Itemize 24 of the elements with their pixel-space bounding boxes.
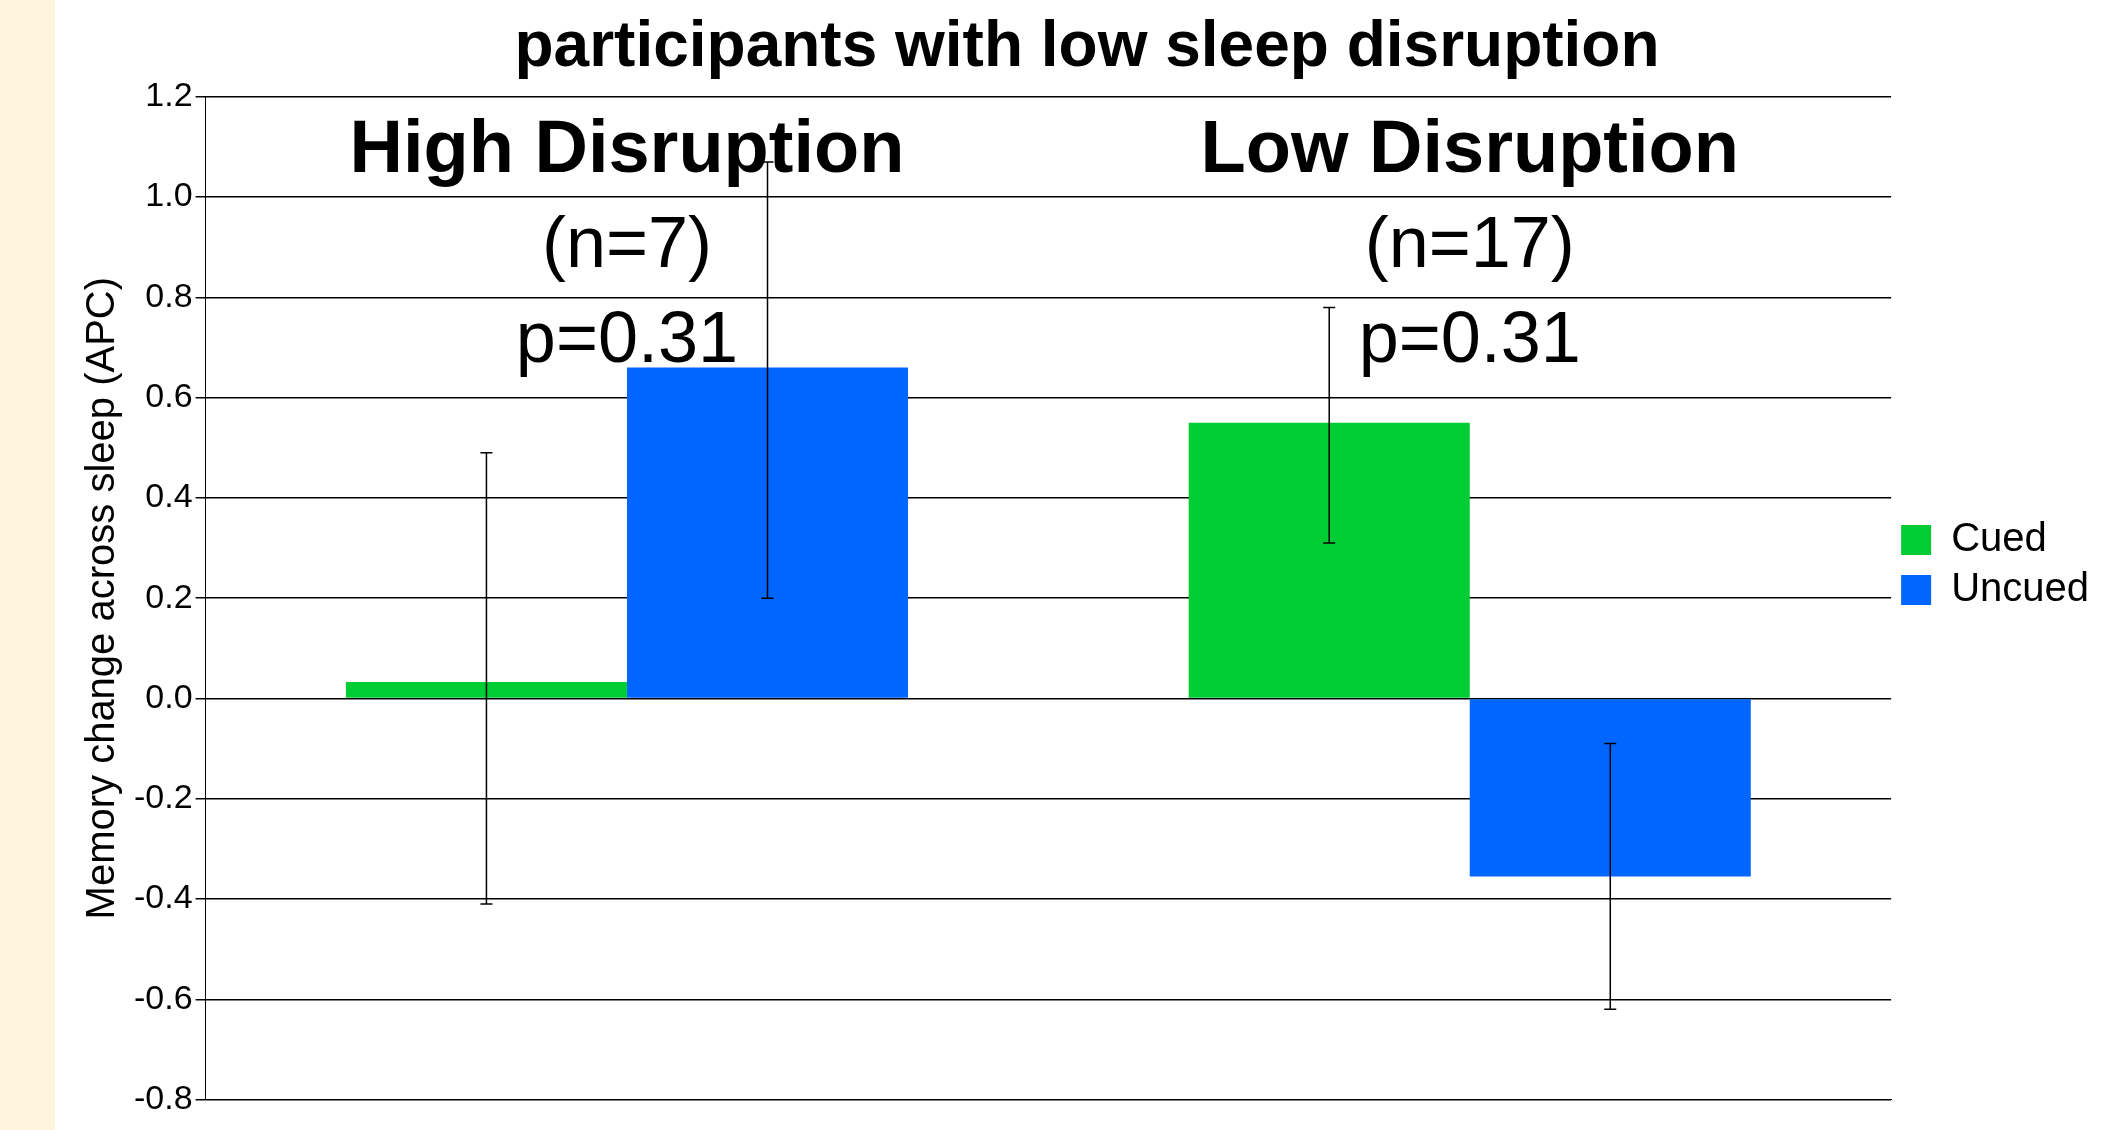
y-tick-label: -0.6: [133, 977, 193, 1016]
annotation: (n=7): [541, 201, 713, 282]
annotation: p=0.31: [515, 296, 739, 377]
bar: [345, 681, 627, 698]
bar: [1188, 422, 1470, 698]
y-tick-label: 1.2: [145, 75, 193, 114]
y-tick-label: 0.2: [145, 576, 193, 615]
legend-label: Cued: [1951, 515, 2047, 560]
y-tick-label: 0.8: [145, 275, 193, 314]
annotation: High Disruption: [349, 105, 905, 189]
y-tick-label: 0.0: [145, 676, 193, 715]
y-tick-label: -0.2: [133, 777, 193, 816]
annotation: p=0.31: [1358, 296, 1581, 377]
y-tick-label: 0.4: [145, 476, 193, 515]
chart-title: participants with low sleep disruption: [514, 8, 1660, 81]
y-tick-label: -0.8: [133, 1077, 193, 1116]
legend-label: Uncued: [1951, 565, 2089, 610]
bar: [1469, 699, 1751, 877]
y-tick-label: -0.4: [133, 877, 193, 916]
annotation: Low Disruption: [1200, 105, 1739, 189]
annotation: (n=17): [1364, 201, 1575, 282]
y-tick-label: 0.6: [145, 376, 193, 415]
y-axis-title: Memory change across sleep (APC): [78, 276, 123, 920]
y-tick-label: 1.0: [145, 175, 193, 214]
